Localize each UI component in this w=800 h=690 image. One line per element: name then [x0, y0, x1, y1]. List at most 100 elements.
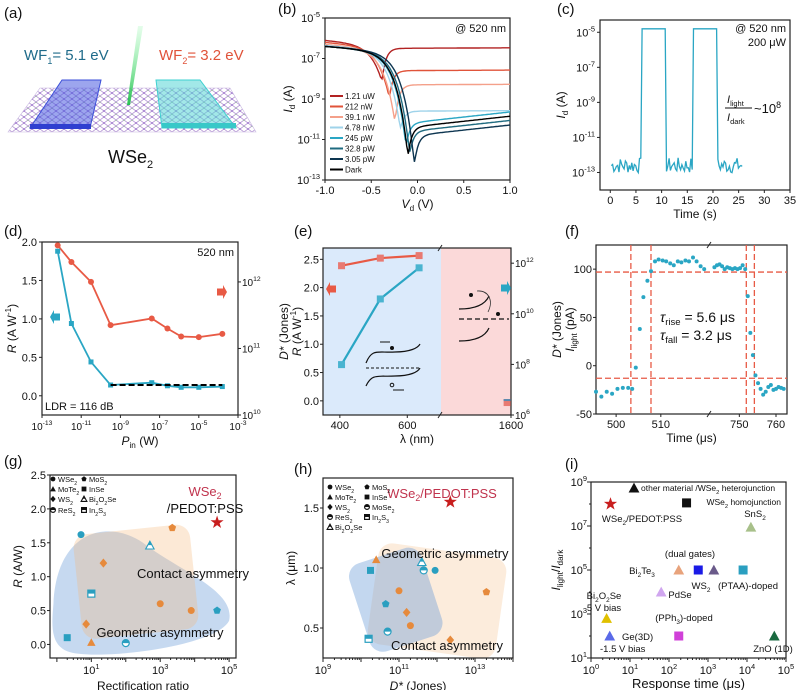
data-point-InSe: [367, 566, 374, 574]
y-axis-label: R (A/W): [11, 545, 25, 588]
hole: [389, 382, 395, 388]
panel-label-h: (h): [294, 461, 312, 478]
conduction-band: [458, 295, 490, 310]
y-tick-label: 2.0: [31, 504, 46, 516]
data-point: [740, 263, 745, 268]
data-point: [615, 386, 620, 391]
data-point-In2S3: [364, 634, 373, 643]
x-tick-label: 10-7: [151, 420, 168, 433]
x-axis-label: Time (s): [673, 207, 717, 221]
legend-marker: [364, 504, 371, 511]
label-ptaa: (PTAA)-doped: [718, 581, 778, 592]
x-tick-label: 0.0: [410, 185, 425, 197]
data-point: [745, 294, 750, 299]
electron: [469, 293, 473, 297]
y-tick-label: 50: [580, 312, 592, 324]
ratio-denominator: Idark: [727, 112, 745, 126]
region-label-contact: Contact asymmetry: [137, 566, 249, 581]
legend-label: In2S3: [372, 513, 389, 525]
y-tick-label: 0.5: [31, 606, 46, 618]
data-point: [720, 264, 725, 269]
marker-fill: [419, 557, 424, 562]
data-point: [781, 386, 786, 391]
label-bi2te3: Bi2Te3: [629, 566, 655, 579]
legend-marker: [327, 503, 333, 511]
label-sns2: SnS2: [744, 509, 766, 522]
highlight-label: WSe2: [188, 484, 221, 501]
x-tick-label: 25: [733, 195, 745, 207]
x-tick-label: 103: [152, 662, 168, 677]
x-tick-label: 1.0: [502, 185, 517, 197]
region-contact-asymmetry: [73, 524, 199, 639]
marker-fill: [147, 541, 152, 546]
data-point-WSe2: [156, 600, 164, 608]
data-point: [653, 259, 658, 264]
responsivity-point: [178, 384, 184, 390]
data-point: [761, 392, 766, 397]
plot-frame: [49, 474, 237, 659]
chart-f: 500 510 750 760 -50 0 50 100 Time (μs) Ilight (pA…: [550, 241, 788, 445]
y2-tick-label: 1012: [515, 257, 534, 270]
plot-frame: [595, 244, 788, 415]
y-tick-label: 1.0: [22, 314, 37, 326]
x-tick-label: 15: [681, 195, 693, 207]
y-axis-label: Id (A): [554, 91, 570, 118]
data-point-WSe2: [406, 622, 414, 630]
data-point-WSe2: [395, 587, 403, 595]
y2-tick-label: 1012: [242, 276, 261, 289]
legend-marker: [327, 484, 333, 490]
responsivity-point: [196, 384, 202, 390]
y2-tick-label: 1011: [242, 342, 260, 355]
y-tick-label: -50: [576, 409, 592, 421]
data-point-WSe2: [431, 566, 439, 574]
x-axis-label: D* (Jones): [390, 679, 447, 690]
left-electrode-edge: [30, 124, 91, 129]
x-tick-label: 0.5: [456, 185, 471, 197]
legend-label: MoTe2: [58, 485, 79, 497]
plot-frame: [322, 247, 512, 416]
x-tick-label: 109: [315, 662, 331, 677]
detectivity-point: [107, 322, 114, 329]
x-tick-label: 20: [707, 195, 719, 207]
chart-b: -1.0 -0.5 0.0 0.5 1.0 10-5 10-7 10-9 10-11 10-13 V…: [281, 10, 518, 213]
y-tick-label: 0.0: [22, 391, 37, 403]
responsivity-point: [55, 248, 61, 254]
ratio-value: ~108: [754, 100, 781, 116]
band-diagram-visible: [365, 341, 421, 391]
band-diagram-infrared: [458, 290, 509, 342]
panel-label-e: (e): [294, 223, 312, 240]
legend-label: Dark: [345, 166, 363, 175]
responsivity-point: [88, 359, 94, 365]
data-point-MoS2: [482, 588, 491, 596]
y-tick-label: 10-13: [572, 164, 595, 179]
data-point: [743, 267, 748, 272]
y-tick-label: 1.0: [304, 339, 319, 351]
legend-marker: [364, 513, 371, 520]
x-axis-label: Response time (μs): [632, 676, 745, 690]
legend-label: 1.21 uW: [345, 92, 375, 101]
data-point-MoS2: [168, 523, 177, 532]
y-tick-label: 2.5: [304, 254, 319, 266]
marker-fill: [50, 507, 56, 510]
x-tick-label: 35: [784, 195, 796, 207]
data-point: [673, 564, 685, 575]
y-tick-label: 10-9: [301, 91, 320, 106]
y-axis-label-left: R (A W-1): [289, 307, 304, 356]
panel-label-d: (d): [4, 223, 22, 240]
data-point: [702, 267, 707, 272]
legend-marker: [327, 494, 333, 500]
data-point-WSe2: [187, 607, 195, 615]
legend-label: 4.78 nW: [345, 124, 375, 133]
visible-region: [323, 248, 441, 415]
legend-marker: [364, 494, 370, 500]
label-bi2o2se: Bi2O2Se: [587, 591, 622, 604]
panel-label-a: (a): [4, 5, 22, 22]
annotation-power: 200 μW: [748, 37, 787, 49]
legend-label: WS2: [335, 503, 350, 515]
legend-marker: [327, 513, 334, 520]
arrow-right-axis: [501, 281, 511, 295]
x-tick-label: 5: [633, 195, 639, 207]
y-tick-label: 10-9: [576, 94, 595, 109]
detectivity-point: [219, 330, 226, 337]
data-point-MoTe2: [87, 638, 96, 646]
